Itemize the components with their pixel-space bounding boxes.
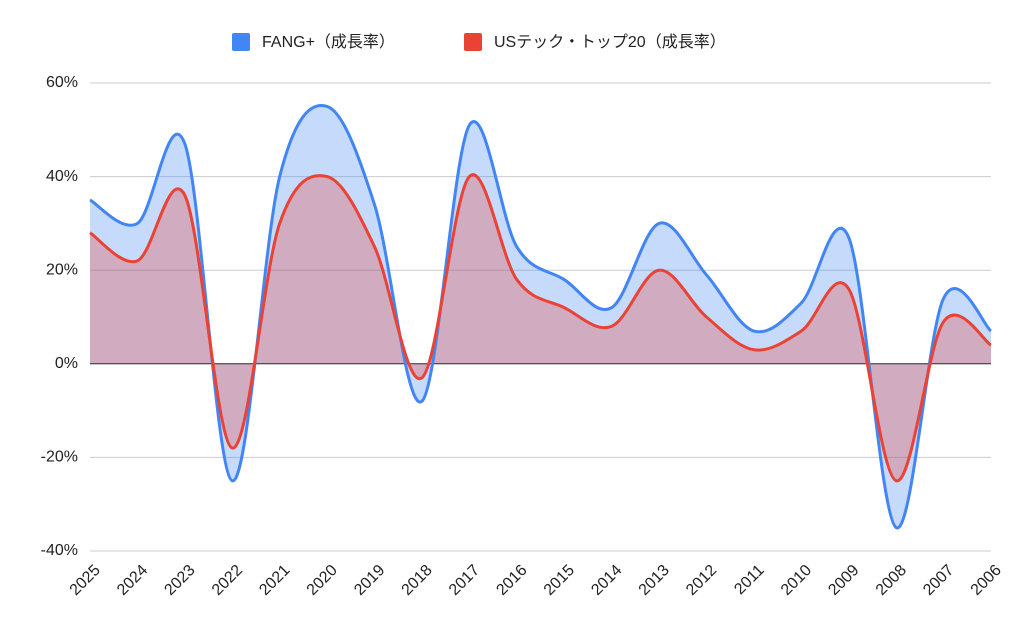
y-tick-label: 20% bbox=[46, 261, 78, 278]
y-tick-label: 40% bbox=[46, 168, 78, 185]
x-tick-label: 2011 bbox=[731, 562, 767, 598]
x-tick-label: 2014 bbox=[588, 562, 625, 599]
x-tick-label: 2024 bbox=[114, 562, 151, 599]
x-tick-label: 2007 bbox=[920, 562, 957, 599]
area-fill bbox=[90, 174, 991, 481]
x-tick-label: 2008 bbox=[873, 562, 910, 599]
y-tick-label: 0% bbox=[55, 355, 78, 372]
legend-swatch bbox=[464, 33, 482, 51]
x-tick-label: 2017 bbox=[446, 562, 483, 599]
x-tick-label: 2019 bbox=[351, 562, 388, 599]
y-tick-label: 60% bbox=[46, 74, 78, 91]
x-tick-label: 2016 bbox=[493, 562, 530, 599]
series-line bbox=[89, 104, 993, 530]
x-tick-label: 2020 bbox=[304, 562, 341, 599]
x-tick-label: 2015 bbox=[541, 562, 578, 599]
x-tick-label: 2023 bbox=[161, 562, 198, 599]
y-tick-label: -40% bbox=[41, 542, 78, 559]
x-tick-label: 2006 bbox=[968, 562, 1005, 599]
legend-label: FANG+（成長率） bbox=[262, 33, 395, 51]
x-tick-label: 2025 bbox=[67, 562, 104, 599]
y-tick-label: -20% bbox=[41, 449, 78, 466]
series-line bbox=[89, 173, 992, 483]
legend-swatch bbox=[232, 33, 250, 51]
x-tick-label: 2012 bbox=[683, 562, 720, 599]
area-fill bbox=[90, 105, 991, 528]
x-tick-label: 2013 bbox=[636, 562, 673, 599]
x-tick-label: 2010 bbox=[778, 562, 815, 599]
x-tick-label: 2009 bbox=[825, 562, 862, 599]
x-tick-label: 2018 bbox=[399, 562, 436, 599]
legend-label: USテック・トップ20（成長率） bbox=[494, 33, 726, 51]
x-tick-label: 2022 bbox=[209, 562, 246, 599]
x-tick-label: 2021 bbox=[256, 562, 293, 599]
